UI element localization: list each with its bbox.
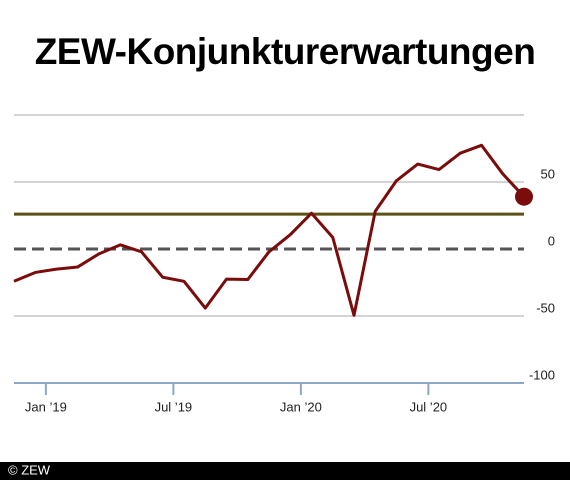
footer-bar xyxy=(0,462,570,480)
x-tick-label: Jul ’19 xyxy=(155,399,193,414)
x-tick-label: Jul ’20 xyxy=(410,399,448,414)
y-tick-label: 50 xyxy=(541,166,555,181)
x-tick-label: Jan ’19 xyxy=(25,399,67,414)
y-tick-label: -100 xyxy=(529,367,555,382)
x-tick-label: Jan ’20 xyxy=(280,399,322,414)
chart-title: ZEW-Konjunkturerwartungen xyxy=(35,31,536,72)
y-tick-label: 0 xyxy=(548,233,555,248)
last-point xyxy=(515,187,533,206)
source: © ZEW xyxy=(8,462,51,477)
series-line xyxy=(13,143,526,317)
y-tick-label: -50 xyxy=(536,300,555,315)
